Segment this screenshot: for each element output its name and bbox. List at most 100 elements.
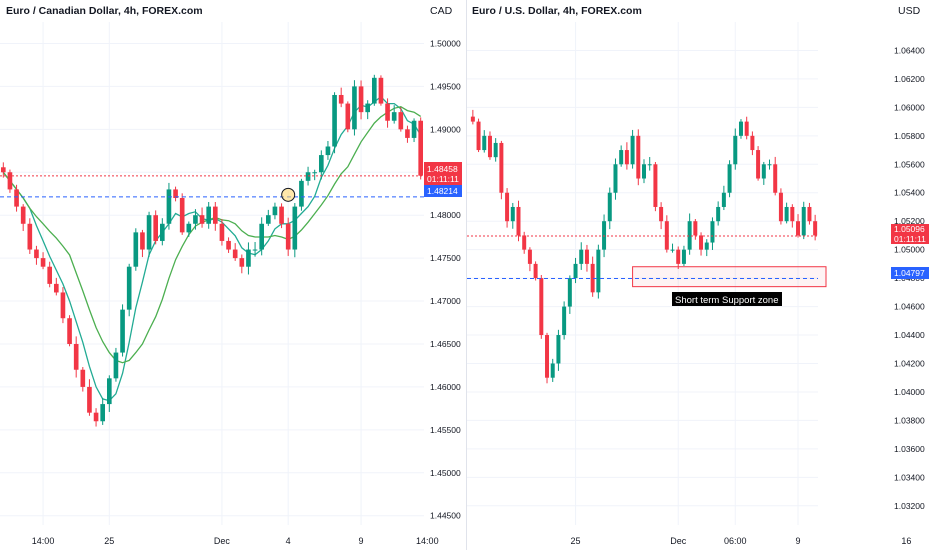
candle-body (636, 135, 641, 179)
candle-body (67, 318, 72, 344)
right-price-axis[interactable] (889, 0, 932, 530)
left-moving-averages (2, 95, 422, 402)
y-tick-label: 1.45500 (430, 425, 461, 435)
candle-body (365, 103, 371, 113)
candle-body (252, 249, 258, 251)
x-tick-label: 9 (359, 536, 364, 546)
right-countdown-text: 01:11:11 (894, 234, 926, 244)
y-tick-label: 1.03600 (894, 444, 925, 454)
left-price-axis[interactable] (424, 0, 466, 530)
candle-body (584, 249, 589, 264)
support-zone-label: Short term Support zone (675, 295, 779, 306)
candle-body (676, 249, 681, 264)
candle-body (602, 221, 607, 250)
candle-body (539, 278, 544, 336)
right-level-lines (467, 235, 818, 280)
left-x-axis-ticks: 14:00 25 Dec 4 9 14:00 (32, 536, 439, 546)
candle-body (325, 146, 331, 156)
candle-body (687, 221, 692, 250)
candle-body (93, 412, 99, 422)
candle-body (146, 215, 152, 250)
candle-body (338, 94, 344, 104)
ma-slow-line (2, 106, 422, 364)
candle-body (545, 335, 550, 378)
right-price-tags: 1.05096 01:11:11 1.04797 (891, 224, 929, 279)
x-tick-label: 14:00 (32, 536, 55, 546)
candle-body (40, 258, 46, 267)
candle-body (573, 263, 578, 279)
candle-body (470, 116, 475, 122)
y-tick-label: 1.05400 (894, 188, 925, 198)
circle-marker-shape (281, 187, 296, 202)
left-plot-area[interactable] (0, 0, 424, 530)
y-tick-label: 1.06400 (894, 45, 925, 55)
y-tick-label: 1.04000 (894, 387, 925, 397)
candle-body (761, 164, 766, 179)
candle-body (727, 164, 732, 193)
candle-body (579, 249, 584, 264)
y-tick-label: 1.05000 (894, 245, 925, 255)
y-tick-label: 1.03800 (894, 415, 925, 425)
candle-body (596, 249, 601, 293)
candle-body (391, 112, 397, 121)
candle-body (20, 206, 26, 224)
left-panel[interactable]: Euro / Canadian Dollar, 4h, FOREX.com CA… (0, 0, 466, 546)
candle-body (642, 164, 646, 179)
candle-body (272, 206, 278, 216)
left-title: Euro / Canadian Dollar, 4h, FOREX.com (6, 5, 203, 17)
left-countdown-text: 01:11:11 (427, 174, 459, 184)
candle-body (212, 206, 218, 224)
candle-body (100, 404, 106, 422)
right-ref-price-tag (891, 267, 929, 279)
y-tick-label: 1.04600 (894, 302, 925, 312)
candle-body (259, 223, 265, 250)
candle-body (126, 266, 132, 310)
circle-marker-icon (281, 187, 296, 202)
x-tick-label: 14:00 (416, 536, 439, 546)
y-tick-label: 1.06200 (894, 74, 925, 84)
candle-body (60, 292, 66, 319)
y-tick-label: 1.45000 (430, 468, 461, 478)
candle-body (670, 249, 675, 251)
x-tick-label: 4 (286, 536, 291, 546)
right-panel[interactable]: Euro / U.S. Dollar, 4h, FOREX.com Short … (467, 0, 932, 546)
candle-body (239, 258, 245, 267)
candle-body (813, 221, 818, 236)
x-tick-label: Dec (214, 536, 231, 546)
candle-body (505, 192, 510, 222)
candle-body (405, 129, 410, 138)
candle-body (226, 240, 231, 250)
candle-body (704, 242, 709, 250)
candle-body (378, 77, 384, 104)
x-tick-label: 25 (571, 536, 581, 546)
candle-body (710, 221, 715, 243)
candle-body (607, 192, 612, 222)
candle-body (738, 121, 743, 136)
candle-body (106, 378, 112, 405)
left-currency-label: CAD (430, 5, 453, 17)
y-tick-label: 1.06000 (894, 102, 925, 112)
candle-body (0, 167, 6, 173)
x-tick-label: 06:00 (724, 536, 747, 546)
candle-body (113, 352, 119, 379)
ma-fast-line (2, 95, 422, 402)
y-tick-label: 1.03200 (894, 501, 925, 511)
candle-body (653, 164, 658, 207)
x-tick-label: 16 (901, 536, 911, 546)
right-support-zone (632, 266, 827, 288)
candle-body (47, 266, 53, 284)
candle-body (159, 223, 165, 241)
candle-body (166, 189, 172, 224)
candle-body (790, 206, 795, 222)
candle-body (487, 135, 492, 158)
candle-body (140, 232, 145, 250)
y-tick-label: 1.05600 (894, 159, 925, 169)
candle-body (516, 206, 521, 236)
y-tick-label: 1.04200 (894, 358, 925, 368)
candle-body (630, 135, 635, 165)
candle-body (527, 249, 532, 264)
y-tick-label: 1.50000 (430, 38, 461, 48)
candle-body (352, 86, 357, 130)
candle-body (619, 150, 624, 165)
